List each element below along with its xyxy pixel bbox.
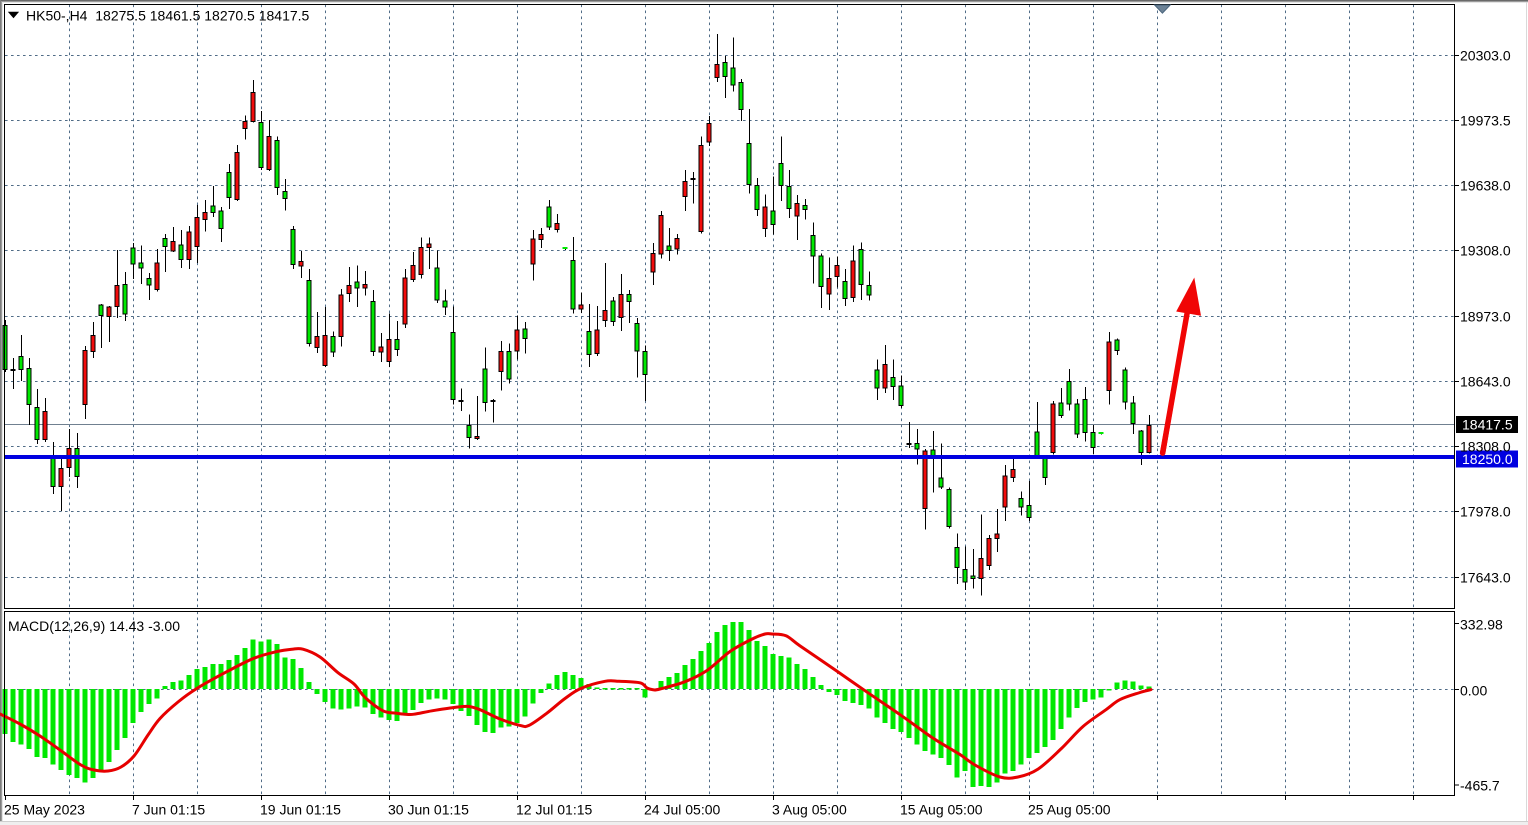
svg-text:25 Aug 05:00: 25 Aug 05:00 bbox=[1028, 802, 1111, 818]
svg-text:19638.0: 19638.0 bbox=[1460, 178, 1511, 194]
svg-text:-465.7: -465.7 bbox=[1460, 778, 1500, 794]
svg-text:332.98: 332.98 bbox=[1460, 616, 1503, 632]
svg-text:20303.0: 20303.0 bbox=[1460, 48, 1511, 64]
svg-text:0.00: 0.00 bbox=[1460, 683, 1487, 699]
svg-text:18973.0: 18973.0 bbox=[1460, 309, 1511, 325]
svg-text:HK50-,H4 18275.5 18461.5 1827: HK50-,H4 18275.5 18461.5 18270.5 18417.5 bbox=[26, 8, 310, 24]
svg-text:18417.5: 18417.5 bbox=[1462, 417, 1513, 433]
svg-text:19 Jun 01:15: 19 Jun 01:15 bbox=[260, 802, 341, 818]
svg-text:12 Jul 01:15: 12 Jul 01:15 bbox=[516, 802, 592, 818]
svg-text:25 May 2023: 25 May 2023 bbox=[4, 802, 85, 818]
svg-text:18643.0: 18643.0 bbox=[1460, 374, 1511, 390]
svg-text:30 Jun 01:15: 30 Jun 01:15 bbox=[388, 802, 469, 818]
svg-text:15 Aug 05:00: 15 Aug 05:00 bbox=[900, 802, 983, 818]
svg-text:17643.0: 17643.0 bbox=[1460, 570, 1511, 586]
svg-text:7 Jun 01:15: 7 Jun 01:15 bbox=[132, 802, 205, 818]
svg-text:MACD(12,26,9) 14.43 -3.00: MACD(12,26,9) 14.43 -3.00 bbox=[8, 618, 180, 634]
svg-text:19308.0: 19308.0 bbox=[1460, 243, 1511, 259]
svg-text:24 Jul 05:00: 24 Jul 05:00 bbox=[644, 802, 720, 818]
svg-text:17978.0: 17978.0 bbox=[1460, 504, 1511, 520]
svg-text:3 Aug 05:00: 3 Aug 05:00 bbox=[772, 802, 847, 818]
svg-text:18250.0: 18250.0 bbox=[1462, 451, 1513, 467]
svg-text:18308.0: 18308.0 bbox=[1460, 439, 1511, 455]
svg-text:19973.5: 19973.5 bbox=[1460, 113, 1511, 129]
